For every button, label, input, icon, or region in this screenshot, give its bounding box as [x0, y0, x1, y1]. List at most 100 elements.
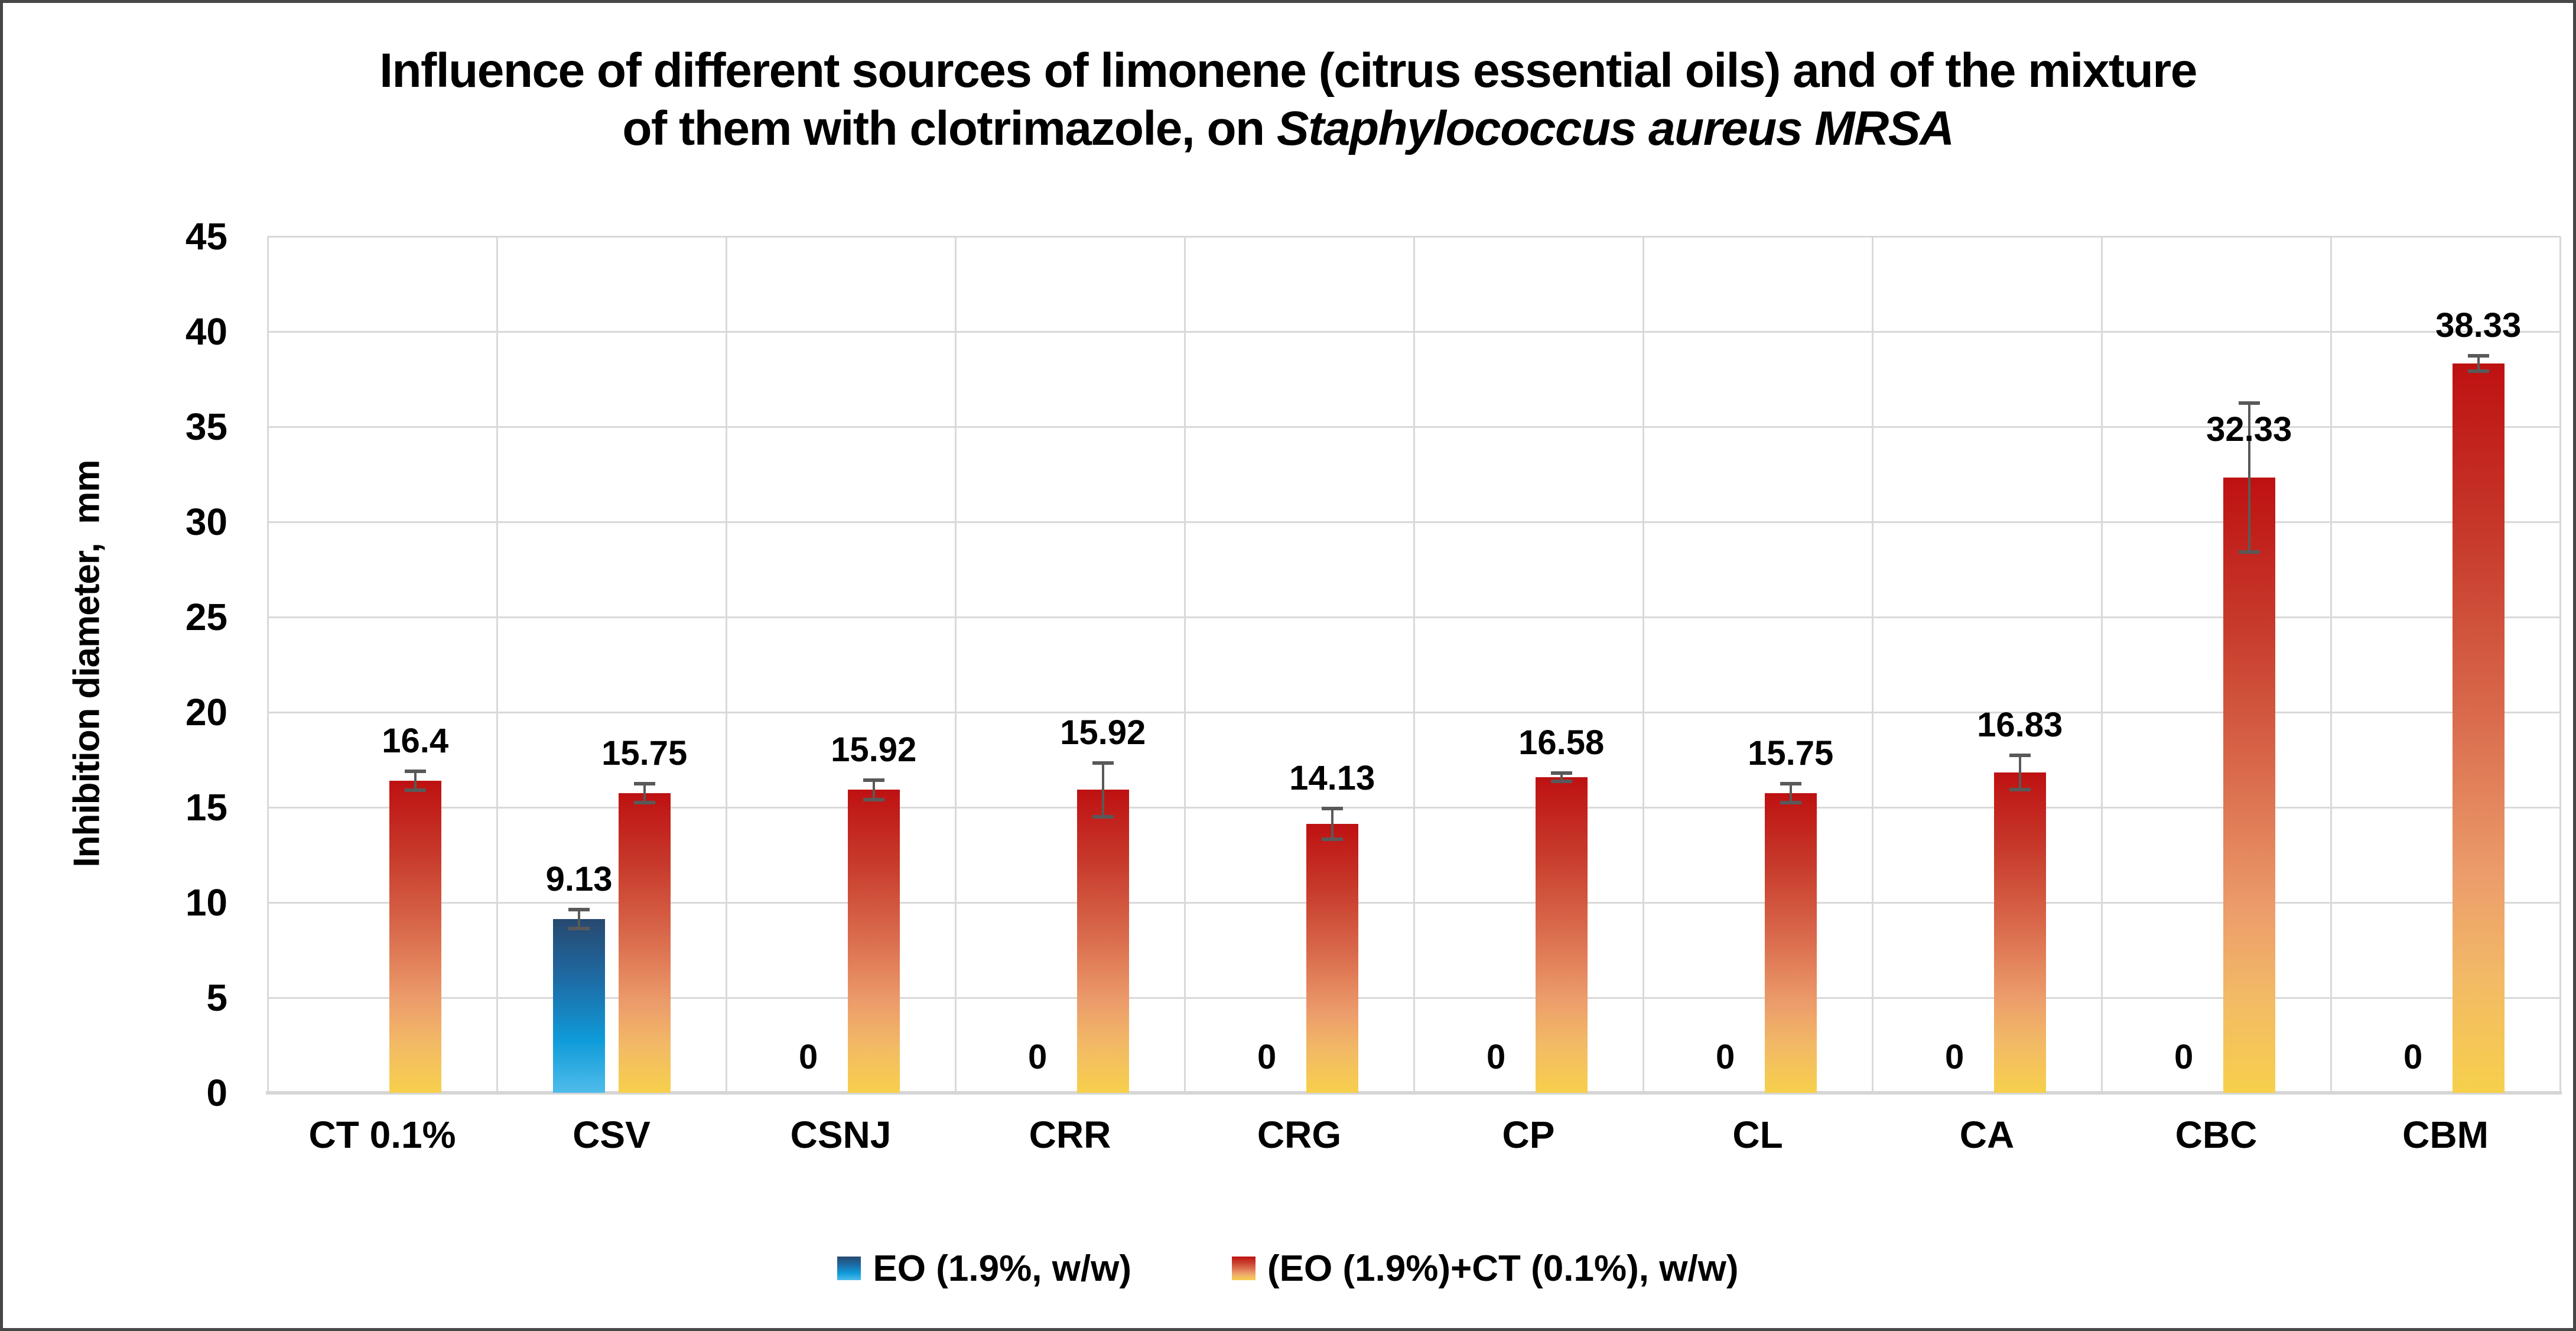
- error-bar-line: [1101, 761, 1104, 819]
- y-tick-label: 20: [185, 691, 227, 733]
- category-slot: 0 15.75: [1643, 236, 1872, 1093]
- error-bar-cap-bottom: [1550, 779, 1572, 783]
- v-gridline: [496, 236, 498, 1093]
- error-bar-line: [643, 781, 646, 805]
- error-bar-cap-top: [2009, 753, 2031, 757]
- category-slot: 0 14.13: [1185, 236, 1414, 1093]
- v-gridline: [954, 236, 957, 1093]
- x-axis-tick-labels: CT 0.1% CSV CSNJ CRR CRG CP CL CA CBC CBM: [268, 1113, 2560, 1166]
- chart-title: Influence of different sources of limone…: [74, 42, 2502, 158]
- chart-title-line1: Influence of different sources of limone…: [379, 44, 2197, 98]
- legend-item: (EO (1.9%)+CT (0.1%), w/w): [1232, 1248, 1739, 1290]
- value-label: 0: [1257, 1038, 1277, 1076]
- error-bar-cap-top: [2238, 401, 2260, 405]
- y-tick-label: 0: [206, 1072, 227, 1114]
- bar: [389, 780, 441, 1093]
- chart-title-line2-prefix: of them with clotrimazole, on: [622, 102, 1277, 155]
- x-tick-label: CBC: [2175, 1114, 2258, 1156]
- y-tick-label: 5: [206, 976, 227, 1019]
- y-tick-label: 30: [185, 500, 227, 543]
- error-bar-cap-bottom: [1092, 814, 1114, 819]
- category-slot: 16.4: [268, 236, 497, 1093]
- x-tick-label: CSNJ: [790, 1114, 892, 1156]
- error-bar-cap-bottom: [2238, 550, 2260, 554]
- error-bar-cap-top: [568, 907, 590, 911]
- error-bar-cap-top: [404, 769, 426, 773]
- x-tick-label: CL: [1732, 1114, 1783, 1156]
- value-label: 0: [1944, 1038, 1964, 1076]
- x-tick-label: CT 0.1%: [308, 1114, 456, 1156]
- x-tick-label: CRG: [1257, 1114, 1342, 1156]
- bar: [1306, 824, 1358, 1093]
- error-bar-cap-top: [633, 781, 655, 785]
- error-bar-line: [414, 769, 417, 793]
- value-label: 14.13: [1289, 759, 1375, 798]
- legend-swatch-blue: [837, 1257, 861, 1280]
- bar: [2452, 363, 2505, 1093]
- error-bar-cap-top: [1550, 771, 1572, 775]
- x-axis-line: [266, 1091, 2562, 1095]
- category-slot: 0 15.92: [726, 236, 955, 1093]
- value-label: 0: [1486, 1038, 1506, 1076]
- category-slot: 9.13 15.75: [497, 236, 726, 1093]
- v-gridline: [2559, 236, 2561, 1093]
- value-label: 16.4: [382, 721, 449, 760]
- error-bar-line: [2248, 401, 2250, 554]
- x-tick-label: CSV: [573, 1114, 650, 1156]
- error-bar-cap-bottom: [2009, 788, 2031, 792]
- v-gridline: [1413, 236, 1415, 1093]
- error-bar-cap-top: [2467, 353, 2489, 358]
- bar: [847, 790, 900, 1093]
- error-bar-cap-bottom: [1780, 801, 1801, 805]
- y-tick-label: 45: [185, 215, 227, 258]
- value-label: 15.75: [601, 733, 688, 772]
- value-label: 15.92: [1060, 713, 1146, 752]
- v-gridline: [266, 236, 269, 1093]
- value-label: 38.33: [2435, 306, 2522, 345]
- value-label: 9.13: [545, 859, 613, 898]
- legend-item: EO (1.9%, w/w): [837, 1248, 1131, 1290]
- error-bar-cap-bottom: [568, 927, 590, 931]
- value-label: 16.83: [1977, 705, 2063, 744]
- error-bar-line: [1560, 771, 1563, 783]
- chart-title-species-italic: Staphylococcus aureus MRSA: [1276, 102, 1954, 155]
- bar: [1764, 793, 1817, 1093]
- value-label: 15.75: [1748, 733, 1834, 772]
- v-gridline: [1183, 236, 1186, 1093]
- category-slot: 0 15.92: [955, 236, 1185, 1093]
- error-bar-cap-bottom: [404, 788, 426, 793]
- y-tick-label: 40: [185, 310, 227, 353]
- x-tick-label: CRR: [1029, 1114, 1111, 1156]
- value-label: 0: [798, 1038, 818, 1076]
- bar: [1993, 772, 2046, 1093]
- category-slot: 0 38.33: [2331, 236, 2560, 1093]
- value-label: 15.92: [831, 731, 917, 770]
- legend: EO (1.9%, w/w) (EO (1.9%)+CT (0.1%), w/w): [3, 1242, 2573, 1295]
- x-tick-label: CA: [1959, 1114, 2015, 1156]
- bar: [618, 793, 671, 1093]
- category-slot: 0 16.58: [1414, 236, 1643, 1093]
- v-gridline: [725, 236, 727, 1093]
- value-label: 0: [1715, 1038, 1735, 1076]
- bar: [553, 919, 606, 1093]
- v-gridline: [1871, 236, 1874, 1093]
- x-tick-label: CBM: [2402, 1114, 2489, 1156]
- category-slot: 0 16.83: [1872, 236, 2102, 1093]
- bar: [1535, 777, 1588, 1093]
- y-tick-label: 15: [185, 785, 227, 829]
- legend-label: (EO (1.9%)+CT (0.1%), w/w): [1267, 1248, 1739, 1289]
- error-bar-line: [2018, 753, 2021, 792]
- error-bar-line: [1331, 807, 1333, 841]
- value-label: 32.33: [2206, 410, 2292, 449]
- legend-swatch-red: [1232, 1257, 1256, 1280]
- value-label: 0: [2174, 1038, 2194, 1076]
- y-tick-label: 35: [185, 405, 227, 448]
- v-gridline: [2100, 236, 2103, 1093]
- error-bar-line: [1789, 781, 1792, 805]
- bar: [1076, 790, 1129, 1093]
- category-slot: 0 32.33: [2102, 236, 2331, 1093]
- error-bar-cap-bottom: [863, 797, 884, 801]
- y-tick-label: 25: [185, 595, 227, 638]
- plot-area: 16.4 9.13 15.75 0 15.92 0 15.92 0 14.13 0 16.58 0 15…: [266, 235, 2562, 1095]
- value-label: 16.58: [1518, 723, 1605, 762]
